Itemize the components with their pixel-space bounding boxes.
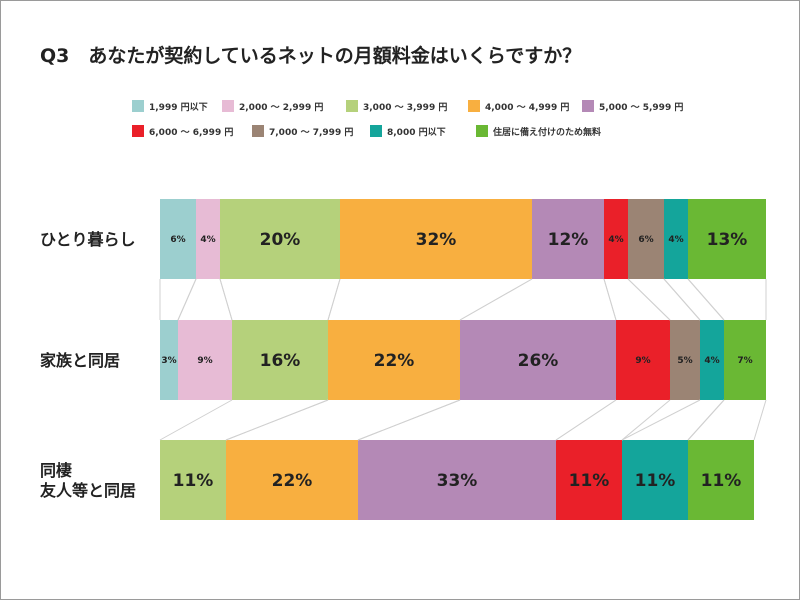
connector-line <box>603 278 617 321</box>
data-label: 9% <box>197 356 212 366</box>
category-label: 友人等と同居 <box>40 481 136 500</box>
data-label: 4% <box>704 356 719 366</box>
connector-line <box>459 278 533 321</box>
legend-swatch <box>132 100 144 112</box>
data-label: 13% <box>707 230 748 250</box>
connector-line <box>627 278 671 321</box>
legend-swatch <box>468 100 480 112</box>
legend-swatch <box>476 125 488 137</box>
data-label: 22% <box>272 471 313 491</box>
connector-line <box>621 399 701 441</box>
bar-segment <box>616 320 670 400</box>
legend-swatch <box>346 100 358 112</box>
bar-segment <box>604 199 628 279</box>
bar-segment <box>160 320 178 400</box>
bar-segment <box>724 320 766 400</box>
bar-segment <box>232 320 328 400</box>
data-label: 4% <box>200 235 215 245</box>
bar-segment <box>328 320 460 400</box>
connector-line <box>753 399 767 441</box>
legend-swatch <box>582 100 594 112</box>
data-label: 3% <box>161 356 176 366</box>
connector-line <box>663 278 701 321</box>
bar-segment <box>220 199 340 279</box>
connector-line <box>621 399 671 441</box>
bar-segment <box>196 199 220 279</box>
legend-swatch <box>252 125 264 137</box>
data-label: 26% <box>518 351 559 371</box>
data-label: 22% <box>374 351 415 371</box>
legend-label: 5,000 ～ 5,999 円 <box>599 102 683 113</box>
legend-swatch <box>132 125 144 137</box>
data-label: 11% <box>569 471 610 491</box>
legend-swatch <box>222 100 234 112</box>
bar-segment <box>670 320 700 400</box>
legend-label: 2,000 ～ 2,999 円 <box>239 102 323 113</box>
bar-segment <box>178 320 232 400</box>
bar-segment <box>358 440 556 520</box>
connector-line <box>225 399 329 441</box>
bar-segment <box>160 199 196 279</box>
legend-label: 8,000 円以下 <box>387 127 446 138</box>
data-label: 6% <box>638 235 653 245</box>
legend-label: 住居に備え付けのため無料 <box>493 126 601 138</box>
bar-segment <box>340 199 532 279</box>
legend-label: 6,000 ～ 6,999 円 <box>149 127 233 138</box>
chart-title: Q3 あなたが契約しているネットの月額料金はいくらですか？ <box>40 44 581 67</box>
category-label: 同棲 <box>40 461 72 480</box>
bar-segment <box>622 440 688 520</box>
data-label: 11% <box>173 471 214 491</box>
bar-segment <box>460 320 616 400</box>
bar-segment <box>556 440 622 520</box>
connector-line <box>555 399 617 441</box>
data-label: 32% <box>416 230 457 250</box>
legend-swatch <box>370 125 382 137</box>
connector-line <box>327 278 341 321</box>
connector-line <box>219 278 233 321</box>
bar-segment <box>628 199 664 279</box>
bar-segment <box>688 440 754 520</box>
category-label: ひとり暮らし <box>40 230 136 249</box>
bar-segment <box>700 320 724 400</box>
connector-line <box>159 399 233 441</box>
data-label: 5% <box>677 356 692 366</box>
data-label: 20% <box>260 230 301 250</box>
data-label: 6% <box>170 235 185 245</box>
bar-segment <box>532 199 604 279</box>
legend-label: 1,999 円以下 <box>149 102 208 113</box>
legend-label: 4,000 ～ 4,999 円 <box>485 102 569 113</box>
bar-segment <box>160 440 226 520</box>
data-label: 7% <box>737 356 752 366</box>
data-label: 4% <box>668 235 683 245</box>
data-label: 11% <box>635 471 676 491</box>
data-label: 16% <box>260 351 301 371</box>
connector-line <box>177 278 197 321</box>
data-label: 4% <box>608 235 623 245</box>
connector-line <box>357 399 461 441</box>
legend-label: 3,000 ～ 3,999 円 <box>363 102 447 113</box>
legend-label: 7,000 ～ 7,999 円 <box>269 127 353 138</box>
category-label: 家族と同居 <box>40 351 120 370</box>
bar-segment <box>688 199 766 279</box>
data-label: 9% <box>635 356 650 366</box>
bar-segment <box>226 440 358 520</box>
data-label: 12% <box>548 230 589 250</box>
data-label: 33% <box>437 471 478 491</box>
connector-line <box>687 278 725 321</box>
connector-line <box>687 399 725 441</box>
data-label: 11% <box>701 471 742 491</box>
bar-segment <box>664 199 688 279</box>
